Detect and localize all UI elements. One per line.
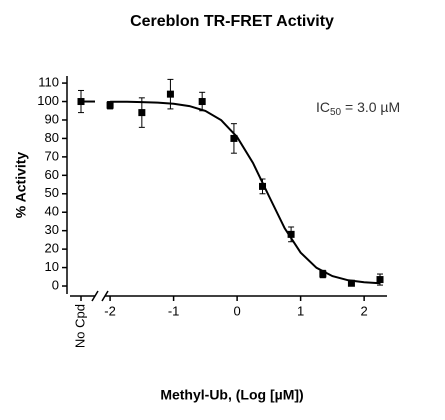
- x-tick-label: 2: [361, 303, 368, 318]
- x-tick-label: 1: [297, 303, 304, 318]
- data-point: [230, 134, 238, 142]
- y-tick-label: 30: [45, 222, 59, 237]
- y-tick-label: 50: [45, 185, 59, 200]
- axis-break: [101, 290, 109, 302]
- annotation-rest: = 3.0 µM: [341, 99, 400, 115]
- data-point: [106, 101, 114, 109]
- data-point: [259, 182, 267, 190]
- control-label: No Cpd: [72, 304, 87, 348]
- data-point: [347, 279, 355, 287]
- data-point: [166, 90, 174, 98]
- annotation-sub: 50: [330, 107, 342, 118]
- axis-break: [91, 290, 99, 302]
- y-tick-label: 80: [45, 130, 59, 145]
- y-tick-label: 70: [45, 148, 59, 163]
- data-point: [138, 109, 146, 117]
- chart-title: Cereblon TR-FRET Activity: [130, 13, 334, 30]
- data-point: [198, 98, 206, 106]
- y-axis-label: % Activity: [13, 152, 29, 219]
- y-tick-label: 0: [52, 277, 59, 292]
- y-tick-label: 20: [45, 241, 59, 256]
- y-tick-label: 90: [45, 111, 59, 126]
- fit-curve: [110, 100, 381, 285]
- y-tick-label: 60: [45, 167, 59, 182]
- x-axis-label: Methyl-Ub, (Log [µM]): [160, 387, 303, 403]
- data-point: [319, 270, 327, 278]
- y-tick-label: 110: [38, 75, 59, 90]
- y-tick-label: 40: [45, 204, 59, 219]
- annotation: IC50 = 3.0 µM: [316, 99, 400, 118]
- y-tick-label: 10: [45, 259, 59, 274]
- data-point: [376, 276, 384, 284]
- x-tick-label: -1: [168, 303, 180, 318]
- data-point: [287, 230, 295, 238]
- x-tick-label: -2: [104, 303, 116, 318]
- annotation-main: IC: [316, 99, 330, 115]
- y-tick-label: 100: [37, 93, 59, 108]
- x-tick-label: 0: [233, 303, 240, 318]
